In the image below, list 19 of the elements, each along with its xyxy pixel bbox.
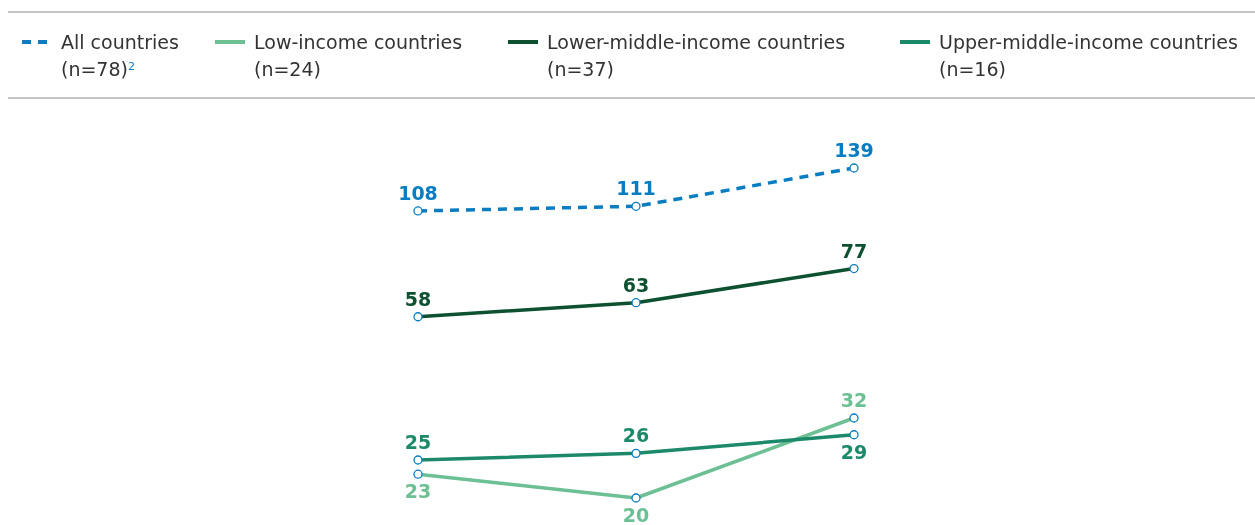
legend-label: All countries (n=78)$^{2}$: [61, 31, 179, 80]
point: [631, 201, 641, 211]
data-label: 77: [840, 239, 868, 262]
point: [849, 163, 859, 173]
data-label: 20: [622, 504, 650, 525]
data-label: 63: [622, 273, 650, 296]
legend-label: Low-income countries (n=24): [254, 31, 463, 80]
data-label: 23: [404, 480, 432, 503]
data-label: 29: [840, 440, 868, 463]
data-label: 139: [834, 139, 874, 161]
data-label: 108: [398, 181, 438, 204]
data-label: 26: [622, 424, 650, 447]
data-label: 111: [616, 177, 656, 200]
legend-label: Lower-middle-income countries (n=37): [547, 31, 846, 80]
legend-label: Upper-middle-income countries (n=16): [939, 31, 1238, 80]
point: [413, 206, 423, 216]
data-label: 32: [840, 389, 868, 411]
data-label: 58: [404, 287, 432, 310]
data-label: 25: [404, 431, 432, 454]
